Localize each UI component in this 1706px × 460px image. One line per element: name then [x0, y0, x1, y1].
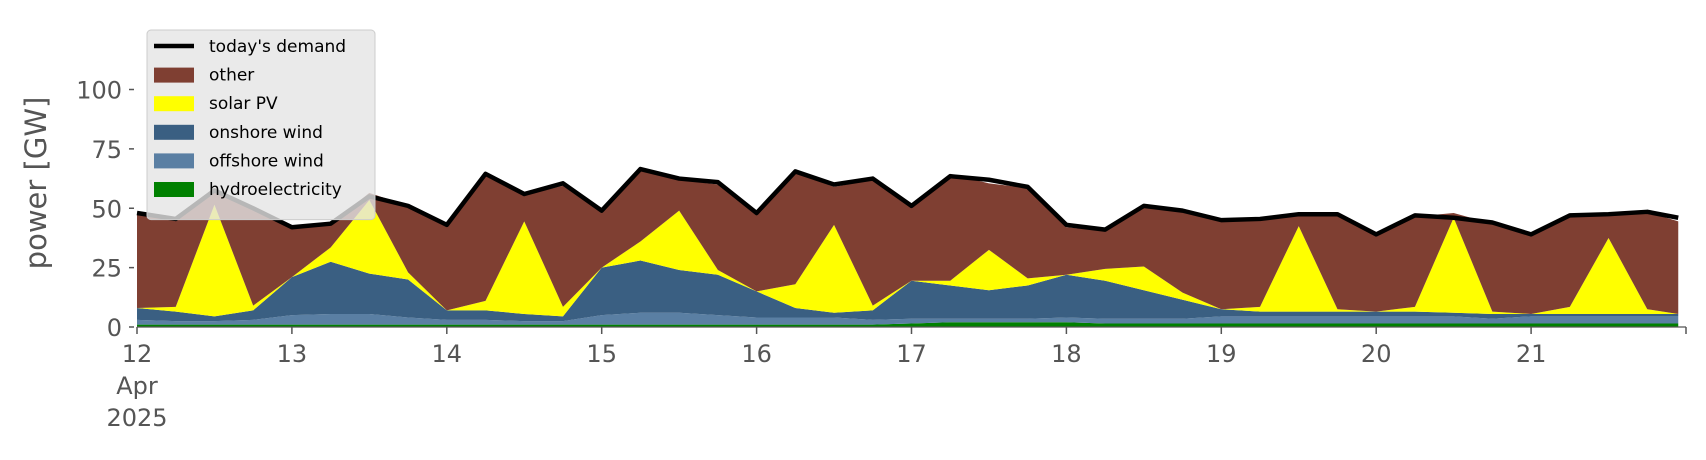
legend-patch-swatch	[154, 153, 194, 169]
legend-label-onshore-wind: onshore wind	[209, 123, 323, 143]
y-tick-label: 100	[76, 77, 122, 105]
x-tick-label: 18	[1051, 340, 1082, 368]
plot-areas	[137, 170, 1679, 327]
x-tick-label: 21	[1516, 340, 1547, 368]
x-tick-label: 17	[896, 340, 927, 368]
x-tick-label: 14	[432, 340, 463, 368]
legend-label-other: other	[209, 66, 254, 86]
y-tick-label: 0	[107, 314, 122, 342]
legend: today's demand other solar PV onshore wind o…	[146, 29, 376, 221]
x-tick-label: 19	[1206, 340, 1237, 368]
area-solar-pv	[137, 199, 1679, 317]
area-other	[137, 170, 1679, 314]
x-tick-label: 20	[1361, 340, 1392, 368]
legend-patch-swatch	[154, 182, 194, 197]
line-today-s-demand	[136, 166, 1679, 237]
legend-box	[146, 29, 376, 221]
area-onshore-wind	[137, 260, 1679, 322]
axes: 0 25 50 75 100 12 Apr 2025 13 14 15 16 17 18 19 20 21	[76, 77, 1687, 432]
x-tick-sublabel: 2025	[106, 404, 167, 432]
legend-label-offshore-wind: offshore wind	[209, 151, 324, 171]
legend-label-solar-pv: solar PV	[209, 94, 278, 114]
y-tick-label: 50	[91, 195, 122, 223]
legend-patch-swatch	[154, 96, 194, 112]
x-tick-label: 12	[122, 340, 153, 368]
area-offshore-wind	[137, 312, 1679, 325]
y-tick-label: 75	[91, 136, 122, 164]
legend-label-hydroelectricity: hydroelectricity	[209, 180, 342, 200]
demand-layer	[136, 166, 1679, 237]
legend-label-today-s-demand: today's demand	[209, 37, 346, 57]
x-tick-label: 15	[586, 340, 617, 368]
x-tick-label: 13	[277, 340, 308, 368]
y-tick-label: 25	[91, 255, 122, 283]
y-axis-label: power [GW]	[19, 97, 53, 270]
legend-patch-swatch	[154, 124, 194, 140]
x-tick-sublabel: Apr	[116, 372, 158, 400]
x-tick-label: 16	[741, 340, 772, 368]
legend-patch-swatch	[154, 67, 194, 83]
